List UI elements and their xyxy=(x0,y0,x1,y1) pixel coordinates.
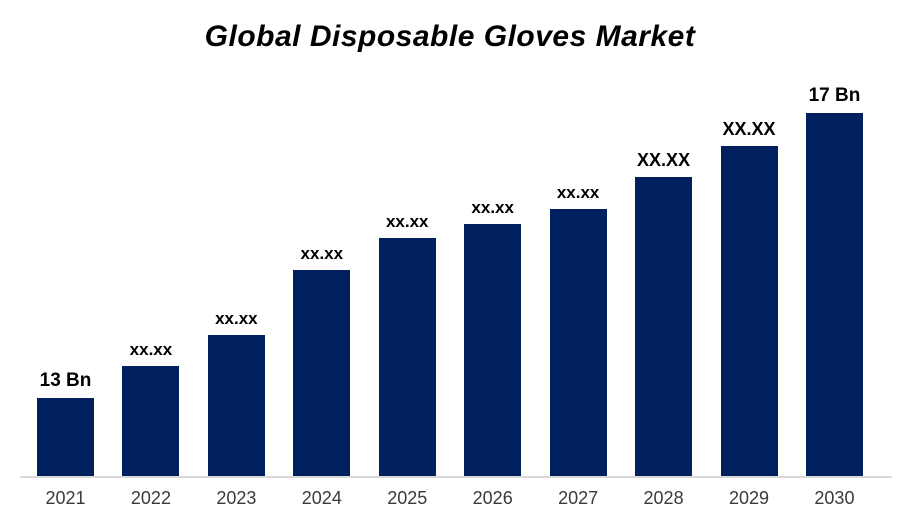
x-axis-label-2025: 2025 xyxy=(387,488,428,508)
x-axis-line xyxy=(20,476,892,478)
bar-value-label-2028: XX.XX xyxy=(637,150,691,170)
bar-value-label-2025: xx.xx xyxy=(385,212,429,231)
x-axis-label-2030: 2030 xyxy=(814,488,855,508)
bar-2028 xyxy=(635,177,693,476)
bar-2022 xyxy=(122,366,180,476)
x-axis-label-2028: 2028 xyxy=(643,488,684,508)
plot-area: 13 Bn xx.xx xx.xx xx.xx xx.xx xx.xx xx.xx XX.XX… xyxy=(0,60,900,476)
bar-column-2022: xx.xx xyxy=(122,340,180,476)
bar-value-label-2029: XX.XX xyxy=(722,119,776,139)
bar-column-2025: xx.xx xyxy=(378,212,436,476)
bar-column-2026: xx.xx xyxy=(464,198,522,476)
bar-2029 xyxy=(720,146,778,476)
x-axis-label-2023: 2023 xyxy=(216,488,257,508)
bar-column-2028: XX.XX xyxy=(635,150,693,476)
x-axis-label-2029: 2029 xyxy=(728,488,770,508)
bar-column-2024: xx.xx xyxy=(293,244,351,476)
x-axis-label-2026: 2026 xyxy=(472,488,513,508)
x-axis-label-2022: 2022 xyxy=(130,488,171,508)
bar-column-2027: xx.xx xyxy=(549,183,607,476)
bar-value-label-2021: 13 Bn xyxy=(39,370,92,391)
chart-title: Global Disposable Gloves Market xyxy=(204,20,696,53)
bar-value-label-2027: xx.xx xyxy=(556,183,600,202)
bar-2030 xyxy=(805,113,863,476)
bar-value-label-2022: xx.xx xyxy=(129,340,173,359)
x-axis-label-2024: 2024 xyxy=(301,488,342,508)
x-axis-label-2027: 2027 xyxy=(558,488,599,508)
bar-2023 xyxy=(207,335,265,476)
bar-value-label-2024: xx.xx xyxy=(300,244,344,263)
bar-column-2030: 17 Bn xyxy=(805,85,863,476)
x-axis-label-2021: 2021 xyxy=(45,488,86,508)
bar-value-label-2026: xx.xx xyxy=(471,198,514,217)
bar-2021 xyxy=(37,398,94,476)
x-axis-tick-labels: 2021 2022 2023 2024 2025 2026 2027 2028 2029 2030 xyxy=(37,488,863,509)
bar-series: 13 Bn xx.xx xx.xx xx.xx xx.xx xx.xx xx.xx XX.XX… xyxy=(37,60,863,476)
bar-value-label-2030: 17 Bn xyxy=(808,85,861,106)
bar-2027 xyxy=(549,209,607,476)
bar-value-label-2023: xx.xx xyxy=(215,309,258,328)
bar-2026 xyxy=(464,224,522,476)
bar-2025 xyxy=(378,238,436,476)
bar-2024 xyxy=(293,270,351,476)
bar-column-2021: 13 Bn xyxy=(37,371,94,476)
bar-column-2023: xx.xx xyxy=(207,309,265,476)
bar-column-2029: XX.XX xyxy=(720,119,778,476)
